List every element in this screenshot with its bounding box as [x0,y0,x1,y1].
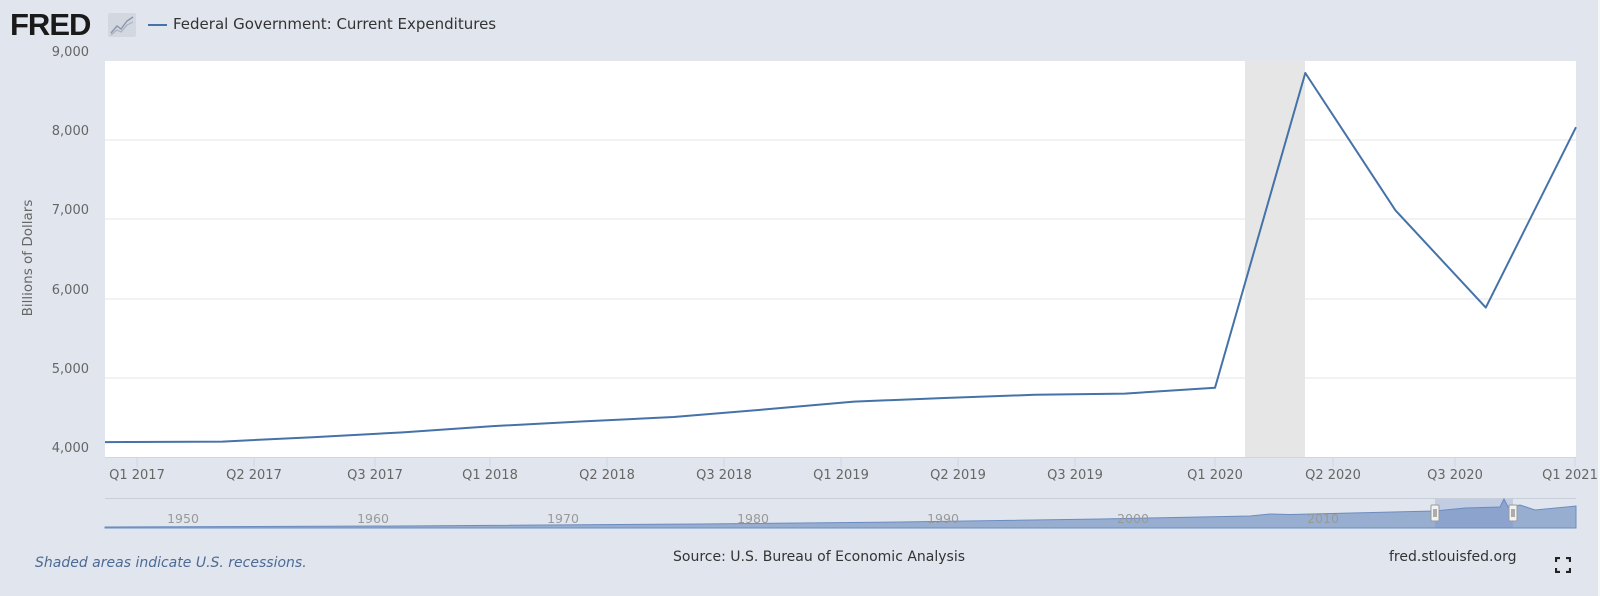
y-tick-label: 5,000 [51,362,89,377]
chart-line-icon [108,13,136,37]
recession-note: Shaded areas indicate U.S. recessions. [35,555,307,571]
navigator-year-label: 1970 [547,511,579,526]
legend-label[interactable]: Federal Government: Current Expenditures [173,15,497,33]
x-tick-label: Q1 2017 [109,468,165,483]
x-tick-label: Q2 2017 [226,468,282,483]
page-edge [1598,0,1600,596]
navigator-handle-right[interactable] [1508,504,1518,522]
y-tick-label: 9,000 [51,45,89,60]
navigator-selection[interactable] [1435,499,1513,528]
site-link[interactable]: fred.stlouisfed.org [1389,549,1517,565]
x-tick-label: Q1 2018 [462,468,518,483]
y-tick-label: 4,000 [51,441,89,456]
gridlines [105,139,1576,379]
y-tick-label: 8,000 [51,124,89,139]
x-tick-label: Q3 2018 [696,468,752,483]
navigator-year-label: 1960 [357,511,389,526]
x-tick-label: Q1 2021 [1542,468,1598,483]
navigator-year-label: 1990 [927,511,959,526]
recession-band [1245,61,1305,457]
x-tick-label: Q3 2020 [1427,468,1483,483]
x-tick-label: Q1 2019 [813,468,869,483]
x-axis-ticks [136,457,1576,467]
legend-line-swatch [148,24,167,26]
y-tick-label: 6,000 [51,283,89,298]
navigator-handle-left[interactable] [1430,504,1440,522]
navigator-series-area [104,497,1577,529]
source-text: Source: U.S. Bureau of Economic Analysis [673,549,966,565]
fullscreen-icon[interactable] [1554,556,1572,574]
x-tick-label: Q1 2020 [1187,468,1243,483]
x-tick-label: Q2 2019 [930,468,986,483]
series-line[interactable] [104,72,1577,444]
x-tick-label: Q2 2020 [1305,468,1361,483]
navigator[interactable] [104,497,1577,529]
y-tick-label: 7,000 [51,203,89,218]
x-tick-label: Q3 2017 [347,468,403,483]
fred-logo[interactable]: FRED [10,7,91,42]
navigator-year-label: 1980 [737,511,769,526]
x-tick-label: Q3 2019 [1047,468,1103,483]
navigator-year-label: 2010 [1307,511,1339,526]
x-tick-label: Q2 2018 [579,468,635,483]
plot-background [105,61,1576,457]
navigator-year-label: 2000 [1117,511,1149,526]
navigator-year-label: 1950 [167,511,199,526]
